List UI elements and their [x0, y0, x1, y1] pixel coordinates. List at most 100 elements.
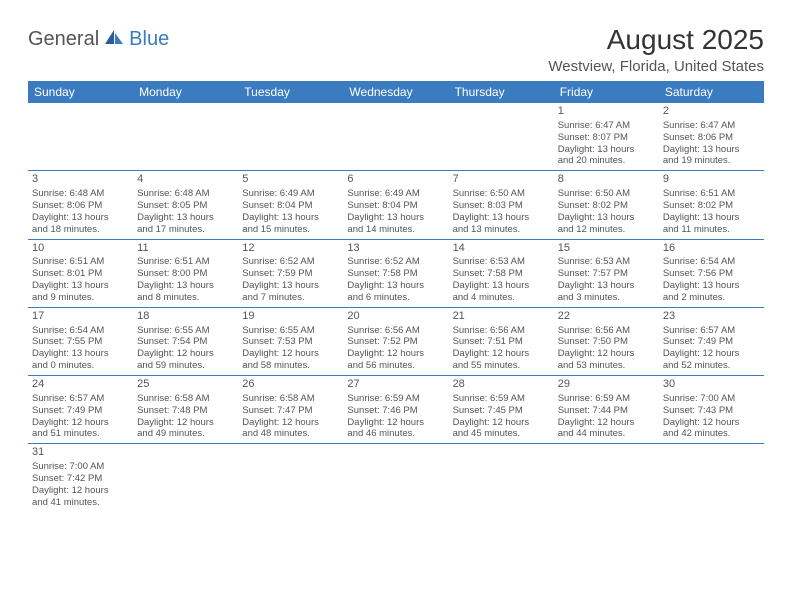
day-info-line: Daylight: 13 hours — [453, 212, 550, 224]
day-info-line: and 19 minutes. — [663, 155, 760, 167]
day-info-line: Sunrise: 6:49 AM — [347, 188, 444, 200]
day-cell-empty — [659, 444, 764, 511]
day-info-line: Sunrise: 6:47 AM — [558, 120, 655, 132]
day-info-line: Sunrise: 6:59 AM — [558, 393, 655, 405]
day-info-line: Daylight: 12 hours — [558, 348, 655, 360]
day-cell: 30Sunrise: 7:00 AMSunset: 7:43 PMDayligh… — [659, 376, 764, 443]
day-cell: 13Sunrise: 6:52 AMSunset: 7:58 PMDayligh… — [343, 240, 448, 307]
day-info-line: Daylight: 13 hours — [32, 348, 129, 360]
day-info-line: and 58 minutes. — [242, 360, 339, 372]
day-cell: 24Sunrise: 6:57 AMSunset: 7:49 PMDayligh… — [28, 376, 133, 443]
day-cell-empty — [238, 444, 343, 511]
day-info-line: and 2 minutes. — [663, 292, 760, 304]
day-info-line: Sunrise: 6:53 AM — [558, 256, 655, 268]
day-info-line: Sunset: 7:58 PM — [347, 268, 444, 280]
day-info-line: and 51 minutes. — [32, 428, 129, 440]
day-cell: 2Sunrise: 6:47 AMSunset: 8:06 PMDaylight… — [659, 103, 764, 170]
logo-sail-icon — [103, 28, 125, 51]
day-info-line: Sunset: 7:47 PM — [242, 405, 339, 417]
day-info-line: Sunset: 7:43 PM — [663, 405, 760, 417]
day-info-line: Daylight: 13 hours — [137, 280, 234, 292]
day-info-line: Daylight: 13 hours — [558, 212, 655, 224]
day-info-line: Daylight: 13 hours — [347, 212, 444, 224]
day-info-line: and 12 minutes. — [558, 224, 655, 236]
day-info-line: and 20 minutes. — [558, 155, 655, 167]
weekday-header: Saturday — [659, 81, 764, 103]
day-info-line: Sunrise: 6:47 AM — [663, 120, 760, 132]
day-cell: 31Sunrise: 7:00 AMSunset: 7:42 PMDayligh… — [28, 444, 133, 511]
day-number: 3 — [32, 173, 129, 187]
day-info-line: and 4 minutes. — [453, 292, 550, 304]
day-info-line: Sunset: 7:56 PM — [663, 268, 760, 280]
day-cell: 11Sunrise: 6:51 AMSunset: 8:00 PMDayligh… — [133, 240, 238, 307]
day-number: 27 — [347, 378, 444, 392]
day-info-line: Sunset: 7:58 PM — [453, 268, 550, 280]
day-info-line: and 8 minutes. — [137, 292, 234, 304]
day-info-line: and 49 minutes. — [137, 428, 234, 440]
day-info-line: and 55 minutes. — [453, 360, 550, 372]
day-number: 18 — [137, 310, 234, 324]
day-cell: 19Sunrise: 6:55 AMSunset: 7:53 PMDayligh… — [238, 308, 343, 375]
day-info-line: Sunset: 7:51 PM — [453, 336, 550, 348]
day-number: 4 — [137, 173, 234, 187]
day-number: 30 — [663, 378, 760, 392]
day-info-line: Daylight: 13 hours — [453, 280, 550, 292]
day-info-line: Sunrise: 6:51 AM — [32, 256, 129, 268]
day-info-line: Sunset: 7:49 PM — [663, 336, 760, 348]
day-info-line: Daylight: 12 hours — [242, 417, 339, 429]
day-cell-empty — [343, 103, 448, 170]
day-cell: 14Sunrise: 6:53 AMSunset: 7:58 PMDayligh… — [449, 240, 554, 307]
day-cell: 9Sunrise: 6:51 AMSunset: 8:02 PMDaylight… — [659, 171, 764, 238]
weeks-container: 1Sunrise: 6:47 AMSunset: 8:07 PMDaylight… — [28, 103, 764, 512]
week-row: 31Sunrise: 7:00 AMSunset: 7:42 PMDayligh… — [28, 444, 764, 511]
day-info-line: Sunset: 7:59 PM — [242, 268, 339, 280]
day-info-line: and 45 minutes. — [453, 428, 550, 440]
week-row: 1Sunrise: 6:47 AMSunset: 8:07 PMDaylight… — [28, 103, 764, 171]
day-info-line: Daylight: 12 hours — [663, 348, 760, 360]
day-info-line: and 7 minutes. — [242, 292, 339, 304]
day-number: 19 — [242, 310, 339, 324]
day-info-line: Sunset: 7:46 PM — [347, 405, 444, 417]
day-info-line: Sunset: 8:05 PM — [137, 200, 234, 212]
day-number: 12 — [242, 242, 339, 256]
logo-text-blue: Blue — [129, 28, 169, 51]
weekday-header: Sunday — [28, 81, 133, 103]
day-number: 15 — [558, 242, 655, 256]
day-info-line: Sunset: 8:01 PM — [32, 268, 129, 280]
day-cell: 22Sunrise: 6:56 AMSunset: 7:50 PMDayligh… — [554, 308, 659, 375]
day-cell: 4Sunrise: 6:48 AMSunset: 8:05 PMDaylight… — [133, 171, 238, 238]
day-info-line: and 17 minutes. — [137, 224, 234, 236]
day-info-line: Daylight: 12 hours — [558, 417, 655, 429]
day-info-line: Daylight: 12 hours — [663, 417, 760, 429]
day-info-line: Daylight: 13 hours — [663, 280, 760, 292]
day-info-line: Sunset: 7:49 PM — [32, 405, 129, 417]
day-info-line: Sunset: 7:44 PM — [558, 405, 655, 417]
day-info-line: Daylight: 12 hours — [347, 417, 444, 429]
day-info-line: Daylight: 12 hours — [32, 485, 129, 497]
day-number: 25 — [137, 378, 234, 392]
day-info-line: Sunrise: 6:48 AM — [137, 188, 234, 200]
day-number: 20 — [347, 310, 444, 324]
day-info-line: Sunrise: 6:51 AM — [663, 188, 760, 200]
day-number: 16 — [663, 242, 760, 256]
day-info-line: and 44 minutes. — [558, 428, 655, 440]
day-info-line: Daylight: 12 hours — [137, 348, 234, 360]
day-info-line: Daylight: 13 hours — [663, 212, 760, 224]
weekday-header-row: SundayMondayTuesdayWednesdayThursdayFrid… — [28, 81, 764, 103]
day-cell: 10Sunrise: 6:51 AMSunset: 8:01 PMDayligh… — [28, 240, 133, 307]
day-info-line: Sunrise: 6:56 AM — [453, 325, 550, 337]
day-number: 13 — [347, 242, 444, 256]
day-info-line: Daylight: 13 hours — [32, 280, 129, 292]
week-row: 3Sunrise: 6:48 AMSunset: 8:06 PMDaylight… — [28, 171, 764, 239]
day-info-line: Sunrise: 6:57 AM — [32, 393, 129, 405]
weekday-header: Friday — [554, 81, 659, 103]
day-info-line: Daylight: 12 hours — [242, 348, 339, 360]
header: General Blue August 2025 Westview, Flori… — [28, 24, 764, 75]
day-info-line: Sunset: 8:03 PM — [453, 200, 550, 212]
weekday-header: Tuesday — [238, 81, 343, 103]
day-info-line: Sunrise: 6:58 AM — [242, 393, 339, 405]
day-number: 14 — [453, 242, 550, 256]
month-title: August 2025 — [548, 24, 764, 56]
week-row: 24Sunrise: 6:57 AMSunset: 7:49 PMDayligh… — [28, 376, 764, 444]
day-info-line: and 18 minutes. — [32, 224, 129, 236]
